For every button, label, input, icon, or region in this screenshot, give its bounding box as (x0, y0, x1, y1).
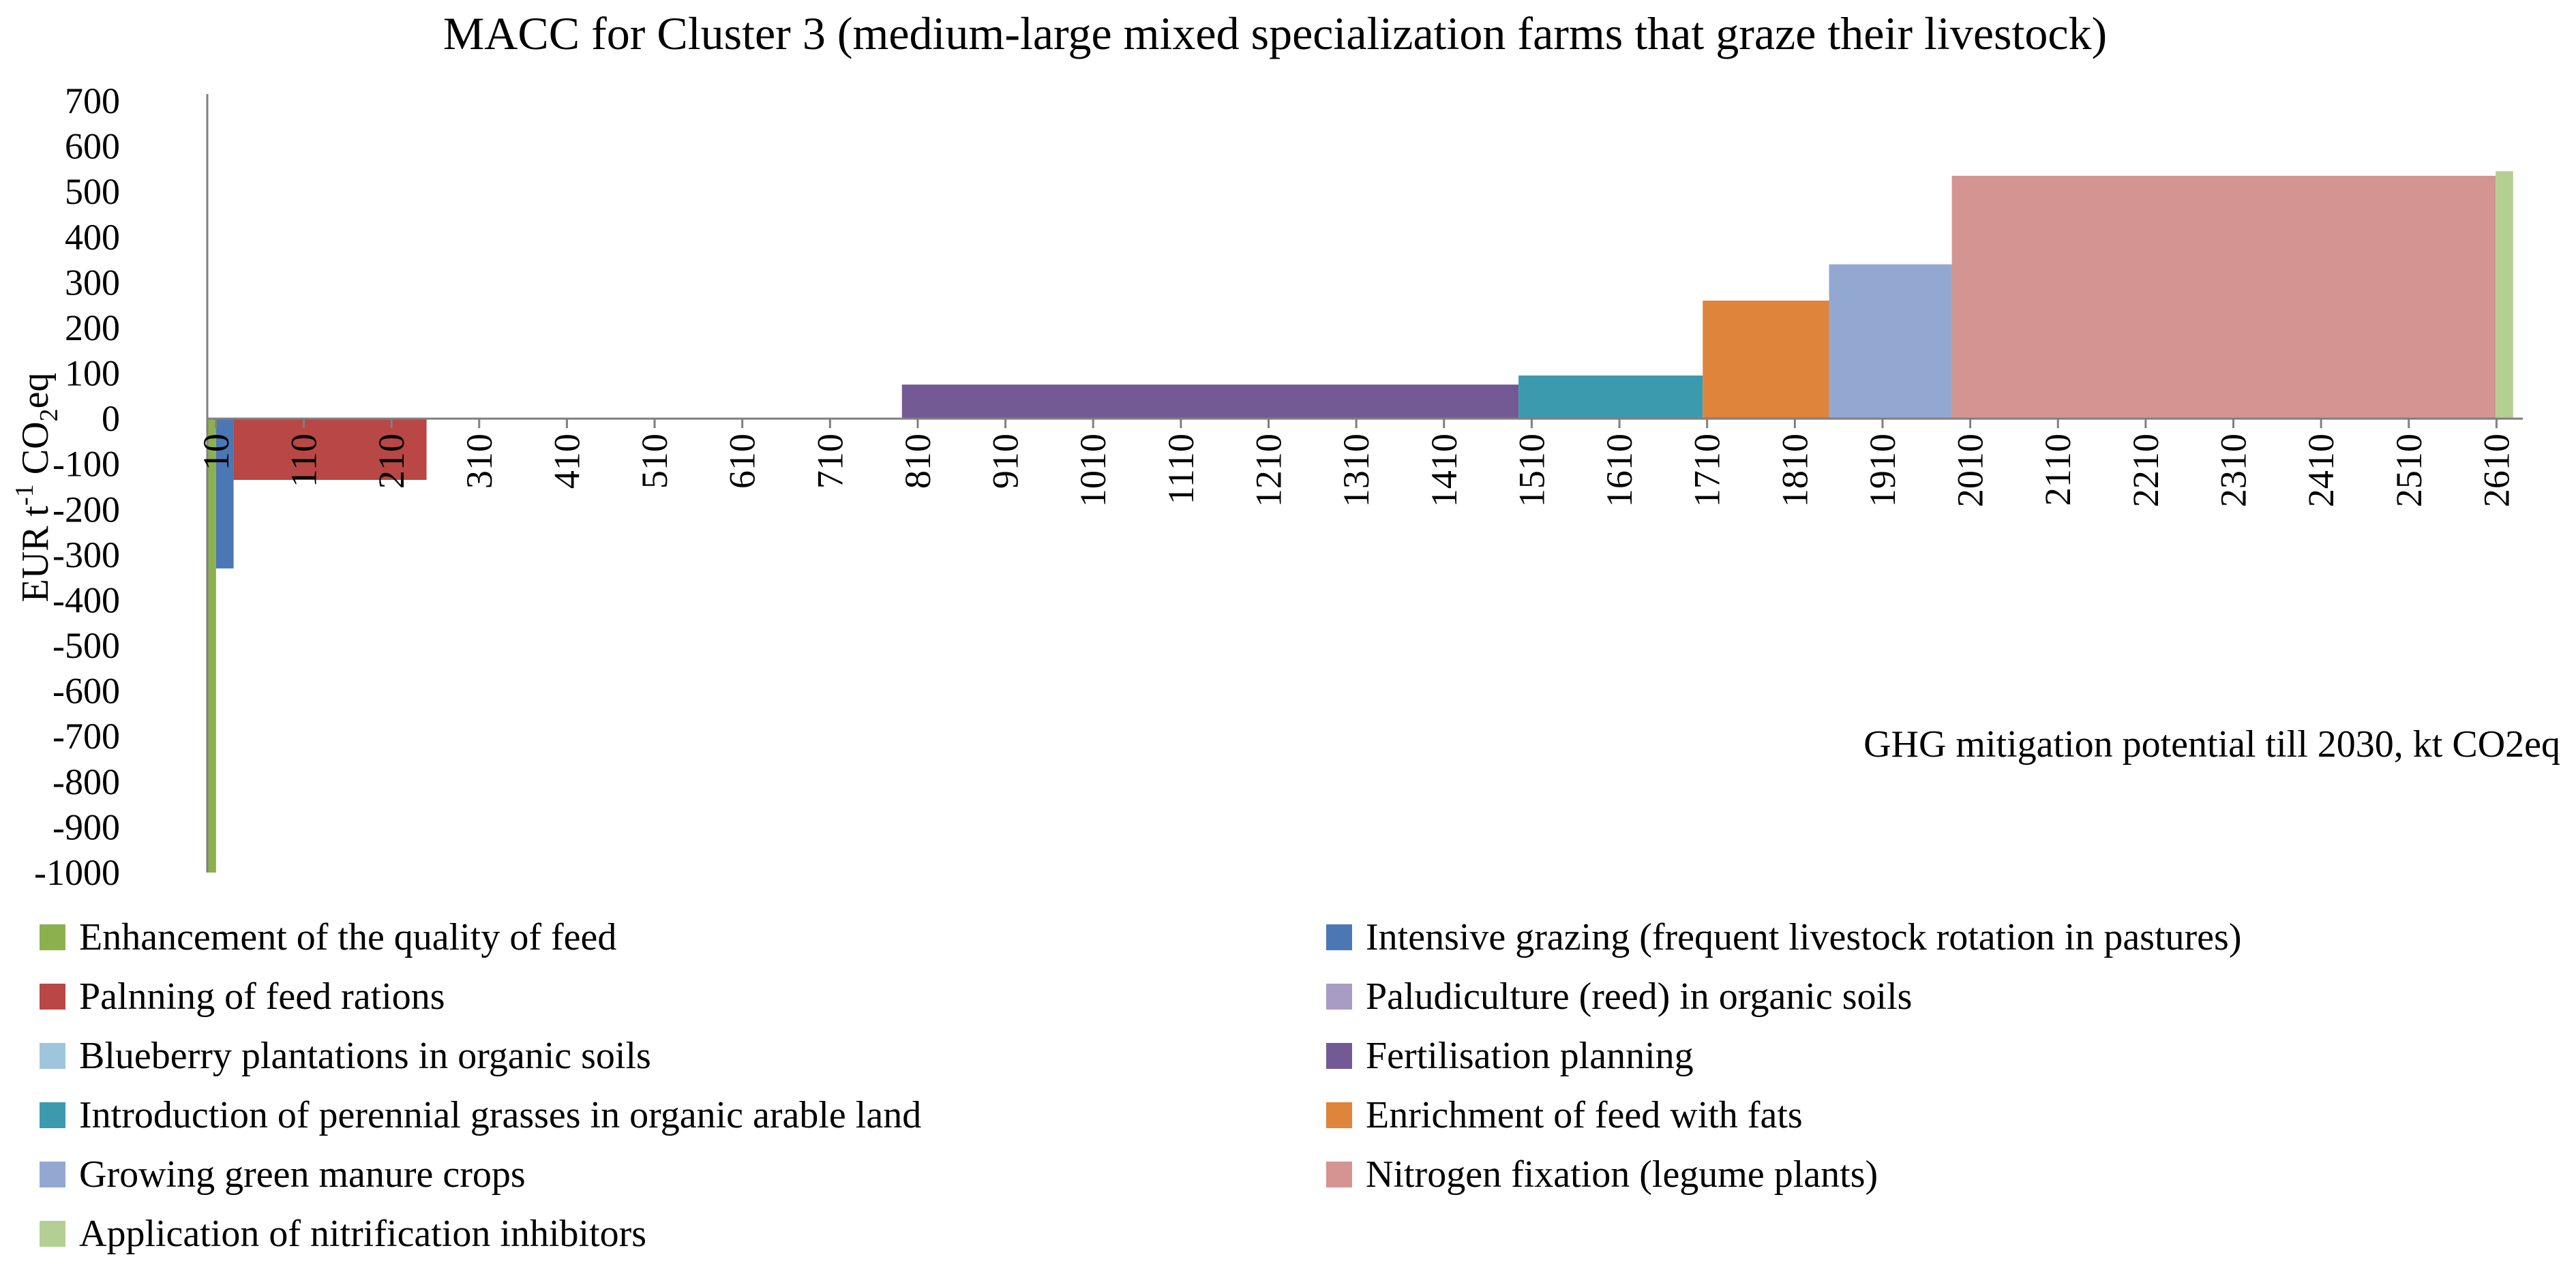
legend-label: Fertilisation planning (1366, 1035, 1694, 1077)
legend: Enhancement of the quality of feed Intens… (0, 910, 2576, 1278)
bar-8 (1829, 264, 1952, 419)
x-tick-label: 2510 (2388, 434, 2429, 507)
legend-swatch (1326, 1043, 1352, 1069)
legend-label: Enhancement of the quality of feed (79, 916, 617, 958)
x-tick-label: 2210 (2125, 434, 2166, 507)
legend-item: Fertilisation planning (1326, 1029, 1694, 1083)
y-axis-title-mid: CO (14, 421, 57, 484)
y-axis-title-suffix: eq (14, 373, 57, 409)
x-tick-label: 610 (722, 434, 763, 489)
y-tick-label: 100 (65, 353, 120, 394)
y-tick-label: 0 (102, 398, 120, 439)
legend-swatch (1326, 1162, 1352, 1187)
y-tick-label: -600 (53, 671, 120, 712)
x-tick-label: 2010 (1950, 434, 1991, 507)
bar-1 (215, 419, 234, 569)
y-tick-label: 500 (65, 171, 120, 212)
y-axis-title-prefix: EUR t (14, 505, 57, 602)
y-tick-label: 600 (65, 126, 120, 167)
y-tick-label: -500 (53, 625, 120, 666)
x-tick-label: 810 (897, 434, 938, 489)
x-tick-label: 1810 (1774, 434, 1815, 507)
x-tick-label: 2110 (2037, 434, 2078, 506)
legend-label: Growing green manure crops (79, 1153, 526, 1196)
legend-swatch (40, 924, 65, 950)
bar-5 (901, 384, 1519, 419)
x-tick-label: 1310 (1336, 434, 1377, 507)
legend-swatch (1326, 1102, 1352, 1128)
legend-label: Introduction of perennial grasses in org… (79, 1094, 922, 1136)
legend-label: Intensive grazing (frequent livestock ro… (1366, 916, 2242, 958)
x-tick-label: 210 (371, 434, 412, 489)
bar-0 (207, 419, 216, 873)
y-tick-label: 300 (65, 262, 120, 303)
legend-item: Growing green manure crops (40, 1147, 526, 1202)
legend-item: Blueberry plantations in organic soils (40, 1029, 651, 1083)
legend-label: Paludiculture (reed) in organic soils (1366, 975, 1913, 1018)
y-tick-label: -300 (53, 534, 120, 575)
y-tick-label: 700 (65, 80, 120, 121)
bar-2 (233, 419, 427, 481)
legend-swatch (1326, 984, 1352, 1010)
x-tick-label: 2610 (2476, 434, 2517, 507)
legend-label: Enrichment of feed with fats (1366, 1094, 1803, 1136)
macc-chart: MACC for Cluster 3 (medium-large mixed s… (10, 7, 2560, 893)
legend-item: Nitrogen fixation (legume plants) (1326, 1147, 1878, 1202)
legend-label: Blueberry plantations in organic soils (79, 1035, 651, 1077)
x-tick-label: 110 (284, 434, 325, 487)
legend-swatch (40, 1221, 65, 1247)
x-tick-label: 1910 (1862, 434, 1903, 507)
x-tick-label: 1510 (1511, 434, 1552, 507)
y-axis-title: EUR t-1 CO2eq (10, 373, 63, 603)
legend-item: Palnning of feed rations (40, 969, 445, 1024)
bar-9 (1951, 175, 2496, 419)
x-tick-label: 410 (546, 434, 587, 489)
legend-item: Introduction of perennial grasses in org… (40, 1088, 921, 1142)
x-tick-label: 1110 (1160, 434, 1201, 504)
x-tick-label: 910 (985, 434, 1026, 489)
x-axis-title: GHG mitigation potential till 2030, kt C… (1863, 723, 2560, 766)
legend-label: Nitrogen fixation (legume plants) (1366, 1153, 1878, 1196)
y-axis-title-sup: -1 (10, 484, 39, 506)
y-tick-label: -400 (53, 579, 120, 620)
chart-title: MACC for Cluster 3 (medium-large mixed s… (443, 7, 2107, 59)
x-tick-label: 710 (809, 434, 850, 489)
legend-swatch (1326, 924, 1352, 950)
y-tick-label: -800 (53, 761, 120, 802)
legend-swatch (40, 984, 65, 1010)
legend-item: Enrichment of feed with fats (1326, 1088, 1803, 1142)
legend-item: Paludiculture (reed) in organic soils (1326, 969, 1912, 1024)
y-tick-label: 200 (65, 307, 120, 348)
x-tick-label: 310 (459, 434, 500, 489)
x-tick-label: 1710 (1687, 434, 1728, 507)
x-tick-label: 2410 (2301, 434, 2341, 507)
bar-6 (1518, 375, 1703, 419)
y-tick-label: -1000 (34, 852, 120, 893)
y-axis-title-sub: 2 (35, 408, 63, 421)
legend-label: Application of nitrification inhibitors (79, 1213, 647, 1255)
x-tick-label: 2310 (2213, 434, 2254, 507)
legend-swatch (40, 1043, 65, 1069)
x-tick-label: 510 (634, 434, 675, 489)
legend-swatch (40, 1102, 65, 1128)
bar-7 (1703, 300, 1829, 419)
y-tick-label: -200 (53, 489, 120, 530)
x-tick-label: 1210 (1248, 434, 1289, 507)
legend-item: Enhancement of the quality of feed (40, 910, 616, 965)
bar-10 (2496, 171, 2513, 419)
x-tick-label: 1010 (1073, 434, 1113, 507)
x-tick-label: 10 (196, 434, 237, 470)
legend-label: Palnning of feed rations (79, 975, 445, 1018)
legend-swatch (40, 1162, 65, 1187)
x-tick-label: 1610 (1599, 434, 1640, 507)
x-tick-label: 1410 (1424, 434, 1465, 507)
y-tick-label: -700 (53, 716, 120, 757)
y-tick-label: 400 (65, 217, 120, 258)
legend-item: Application of nitrification inhibitors (40, 1207, 646, 1261)
legend-item: Intensive grazing (frequent livestock ro… (1326, 910, 2241, 965)
y-tick-label: -100 (53, 444, 120, 485)
y-tick-label: -900 (53, 806, 120, 847)
